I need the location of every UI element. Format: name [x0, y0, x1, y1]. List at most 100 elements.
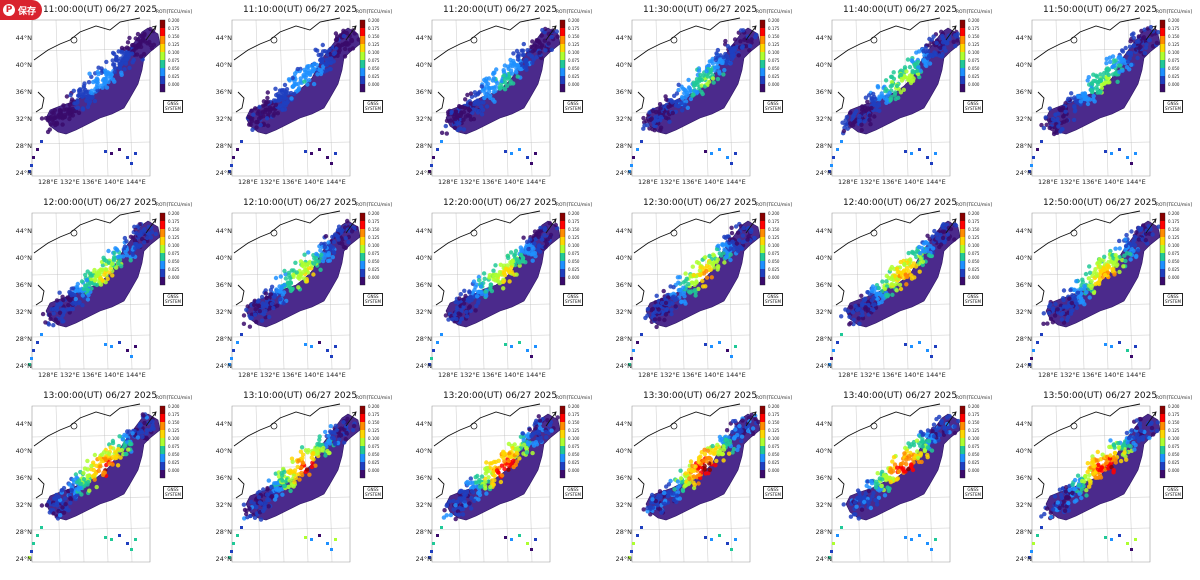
roti-point [326, 450, 332, 456]
roti-point [1089, 279, 1094, 284]
roti-point [324, 60, 330, 66]
roti-point [836, 341, 839, 344]
roti-point [730, 429, 735, 435]
roti-point [253, 312, 258, 317]
roti-point [1110, 267, 1115, 272]
roti-point [295, 66, 300, 72]
roti-point [840, 333, 843, 336]
roti-point [698, 454, 703, 459]
system-label-box: GNSS SYSTEM [363, 486, 383, 499]
roti-point [134, 231, 139, 236]
colorbar-tick-label: 0.150 [368, 34, 380, 39]
colorbar-tick-label: 0.175 [368, 412, 380, 417]
colorbar-segment [360, 52, 365, 60]
roti-point [104, 536, 107, 539]
roti-point [330, 355, 333, 358]
colorbar-tick-label: 0.000 [368, 275, 380, 280]
roti-point [295, 464, 300, 470]
colorbar-segment [360, 20, 365, 28]
roti-point [733, 224, 739, 229]
roti-point [300, 263, 305, 268]
colorbar-tick-label: 0.125 [368, 428, 380, 433]
save-button[interactable]: P 保存 [0, 0, 43, 20]
roti-point [135, 224, 140, 229]
roti-point [505, 76, 510, 81]
roti-point [81, 83, 87, 89]
roti-point [1113, 58, 1118, 63]
roti-point [81, 470, 86, 476]
roti-point [84, 277, 90, 283]
roti-point [48, 316, 53, 322]
graticule-line [855, 212, 861, 370]
system-label-line: GNSS [1167, 294, 1179, 299]
roti-point [133, 36, 138, 41]
roti-map [228, 403, 366, 563]
colorbar-segment [560, 406, 565, 414]
roti-point [896, 95, 901, 101]
colorbar-tick-label: 0.125 [568, 235, 580, 240]
roti-point [282, 95, 287, 101]
roti-point [680, 96, 685, 101]
roti-point [1148, 25, 1154, 30]
roti-point [875, 296, 880, 302]
roti-point [320, 49, 326, 54]
roti-point [342, 46, 348, 52]
roti-point [140, 434, 145, 440]
roti-point [87, 99, 93, 104]
roti-point [467, 114, 473, 119]
roti-point [728, 252, 733, 257]
colorbar-tick-label: 0.100 [768, 50, 780, 55]
roti-point [134, 345, 137, 348]
roti-point [927, 61, 933, 66]
roti-point [719, 60, 724, 66]
colorbar-segment [560, 84, 565, 92]
roti-point [1154, 40, 1160, 46]
roti-point [107, 270, 112, 275]
longitude-label: 128°E [38, 371, 58, 379]
longitude-label: 128°E [638, 371, 658, 379]
roti-point [677, 288, 682, 293]
colorbar-tick-label: 0.150 [568, 34, 580, 39]
colorbar-tick-label: 0.125 [768, 235, 780, 240]
roti-point [473, 308, 478, 313]
roti-point [85, 104, 91, 110]
colorbar-segment [960, 44, 965, 52]
longitude-label: 136°E [82, 371, 102, 379]
roti-point [1084, 290, 1089, 295]
roti-point [117, 434, 122, 439]
roti-point [1041, 125, 1047, 131]
roti-point [1139, 226, 1144, 231]
roti-point [1091, 93, 1096, 99]
roti-point [1105, 263, 1110, 268]
roti-map [28, 17, 166, 177]
roti-point [32, 542, 35, 545]
colorbar-tick-label: 0.200 [768, 18, 780, 23]
colorbar-tick-label: 0.075 [168, 58, 180, 63]
roti-point [315, 449, 320, 454]
roti-point [509, 265, 514, 270]
roti-point [138, 428, 144, 433]
roti-point [500, 85, 505, 90]
roti-point [1109, 259, 1114, 264]
roti-point [533, 426, 538, 431]
roti-point [469, 495, 474, 501]
roti-point [458, 105, 463, 110]
roti-point [669, 307, 674, 313]
colorbar-tick-label: 0.075 [368, 444, 380, 449]
roti-point [492, 99, 497, 104]
roti-point [318, 248, 323, 253]
colorbar-segment [160, 68, 165, 76]
roti-point [335, 53, 340, 58]
roti-point [1090, 283, 1095, 288]
roti-point [441, 515, 447, 520]
colorbar-segment [160, 221, 165, 229]
roti-point [907, 64, 913, 70]
roti-point [1086, 75, 1091, 80]
roti-point [1044, 122, 1049, 128]
roti-point [668, 300, 673, 305]
roti-point [127, 35, 132, 41]
roti-point [847, 121, 853, 126]
roti-point [710, 76, 716, 81]
roti-point [28, 363, 31, 366]
colorbar-segment [1160, 261, 1165, 269]
